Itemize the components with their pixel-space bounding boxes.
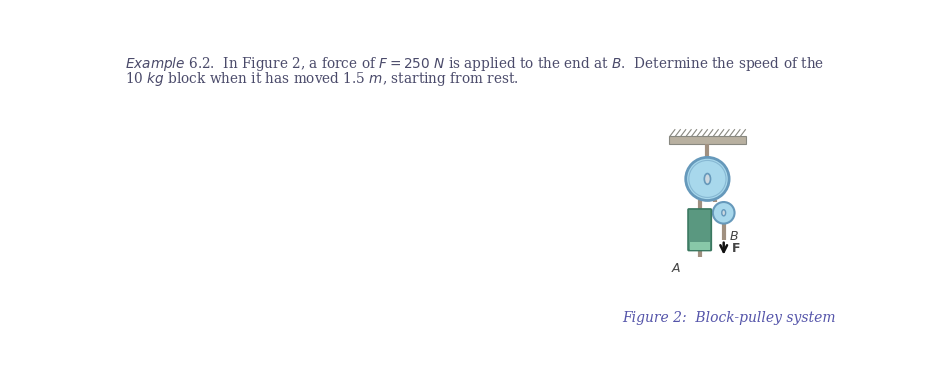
Text: Figure 2:  Block-pulley system: Figure 2: Block-pulley system <box>623 311 836 325</box>
Text: $\mathit{Example}$ 6.2.  In Figure 2, a force of $F = 250\ N$ is applied to the : $\mathit{Example}$ 6.2. In Figure 2, a f… <box>124 55 824 73</box>
Ellipse shape <box>689 160 726 197</box>
Bar <box>690 242 710 250</box>
Ellipse shape <box>704 173 711 184</box>
Text: $\bf{F}$: $\bf{F}$ <box>730 242 741 256</box>
Text: $B$: $B$ <box>729 230 739 243</box>
Text: $A$: $A$ <box>670 262 681 275</box>
Ellipse shape <box>685 157 729 200</box>
FancyBboxPatch shape <box>688 209 712 251</box>
Text: 10 $\mathit{kg}$ block when it has moved 1.5 $\mathit{m}$, starting from rest.: 10 $\mathit{kg}$ block when it has moved… <box>124 70 518 88</box>
Ellipse shape <box>722 210 726 216</box>
Ellipse shape <box>712 202 735 224</box>
Bar <box>669 136 746 144</box>
